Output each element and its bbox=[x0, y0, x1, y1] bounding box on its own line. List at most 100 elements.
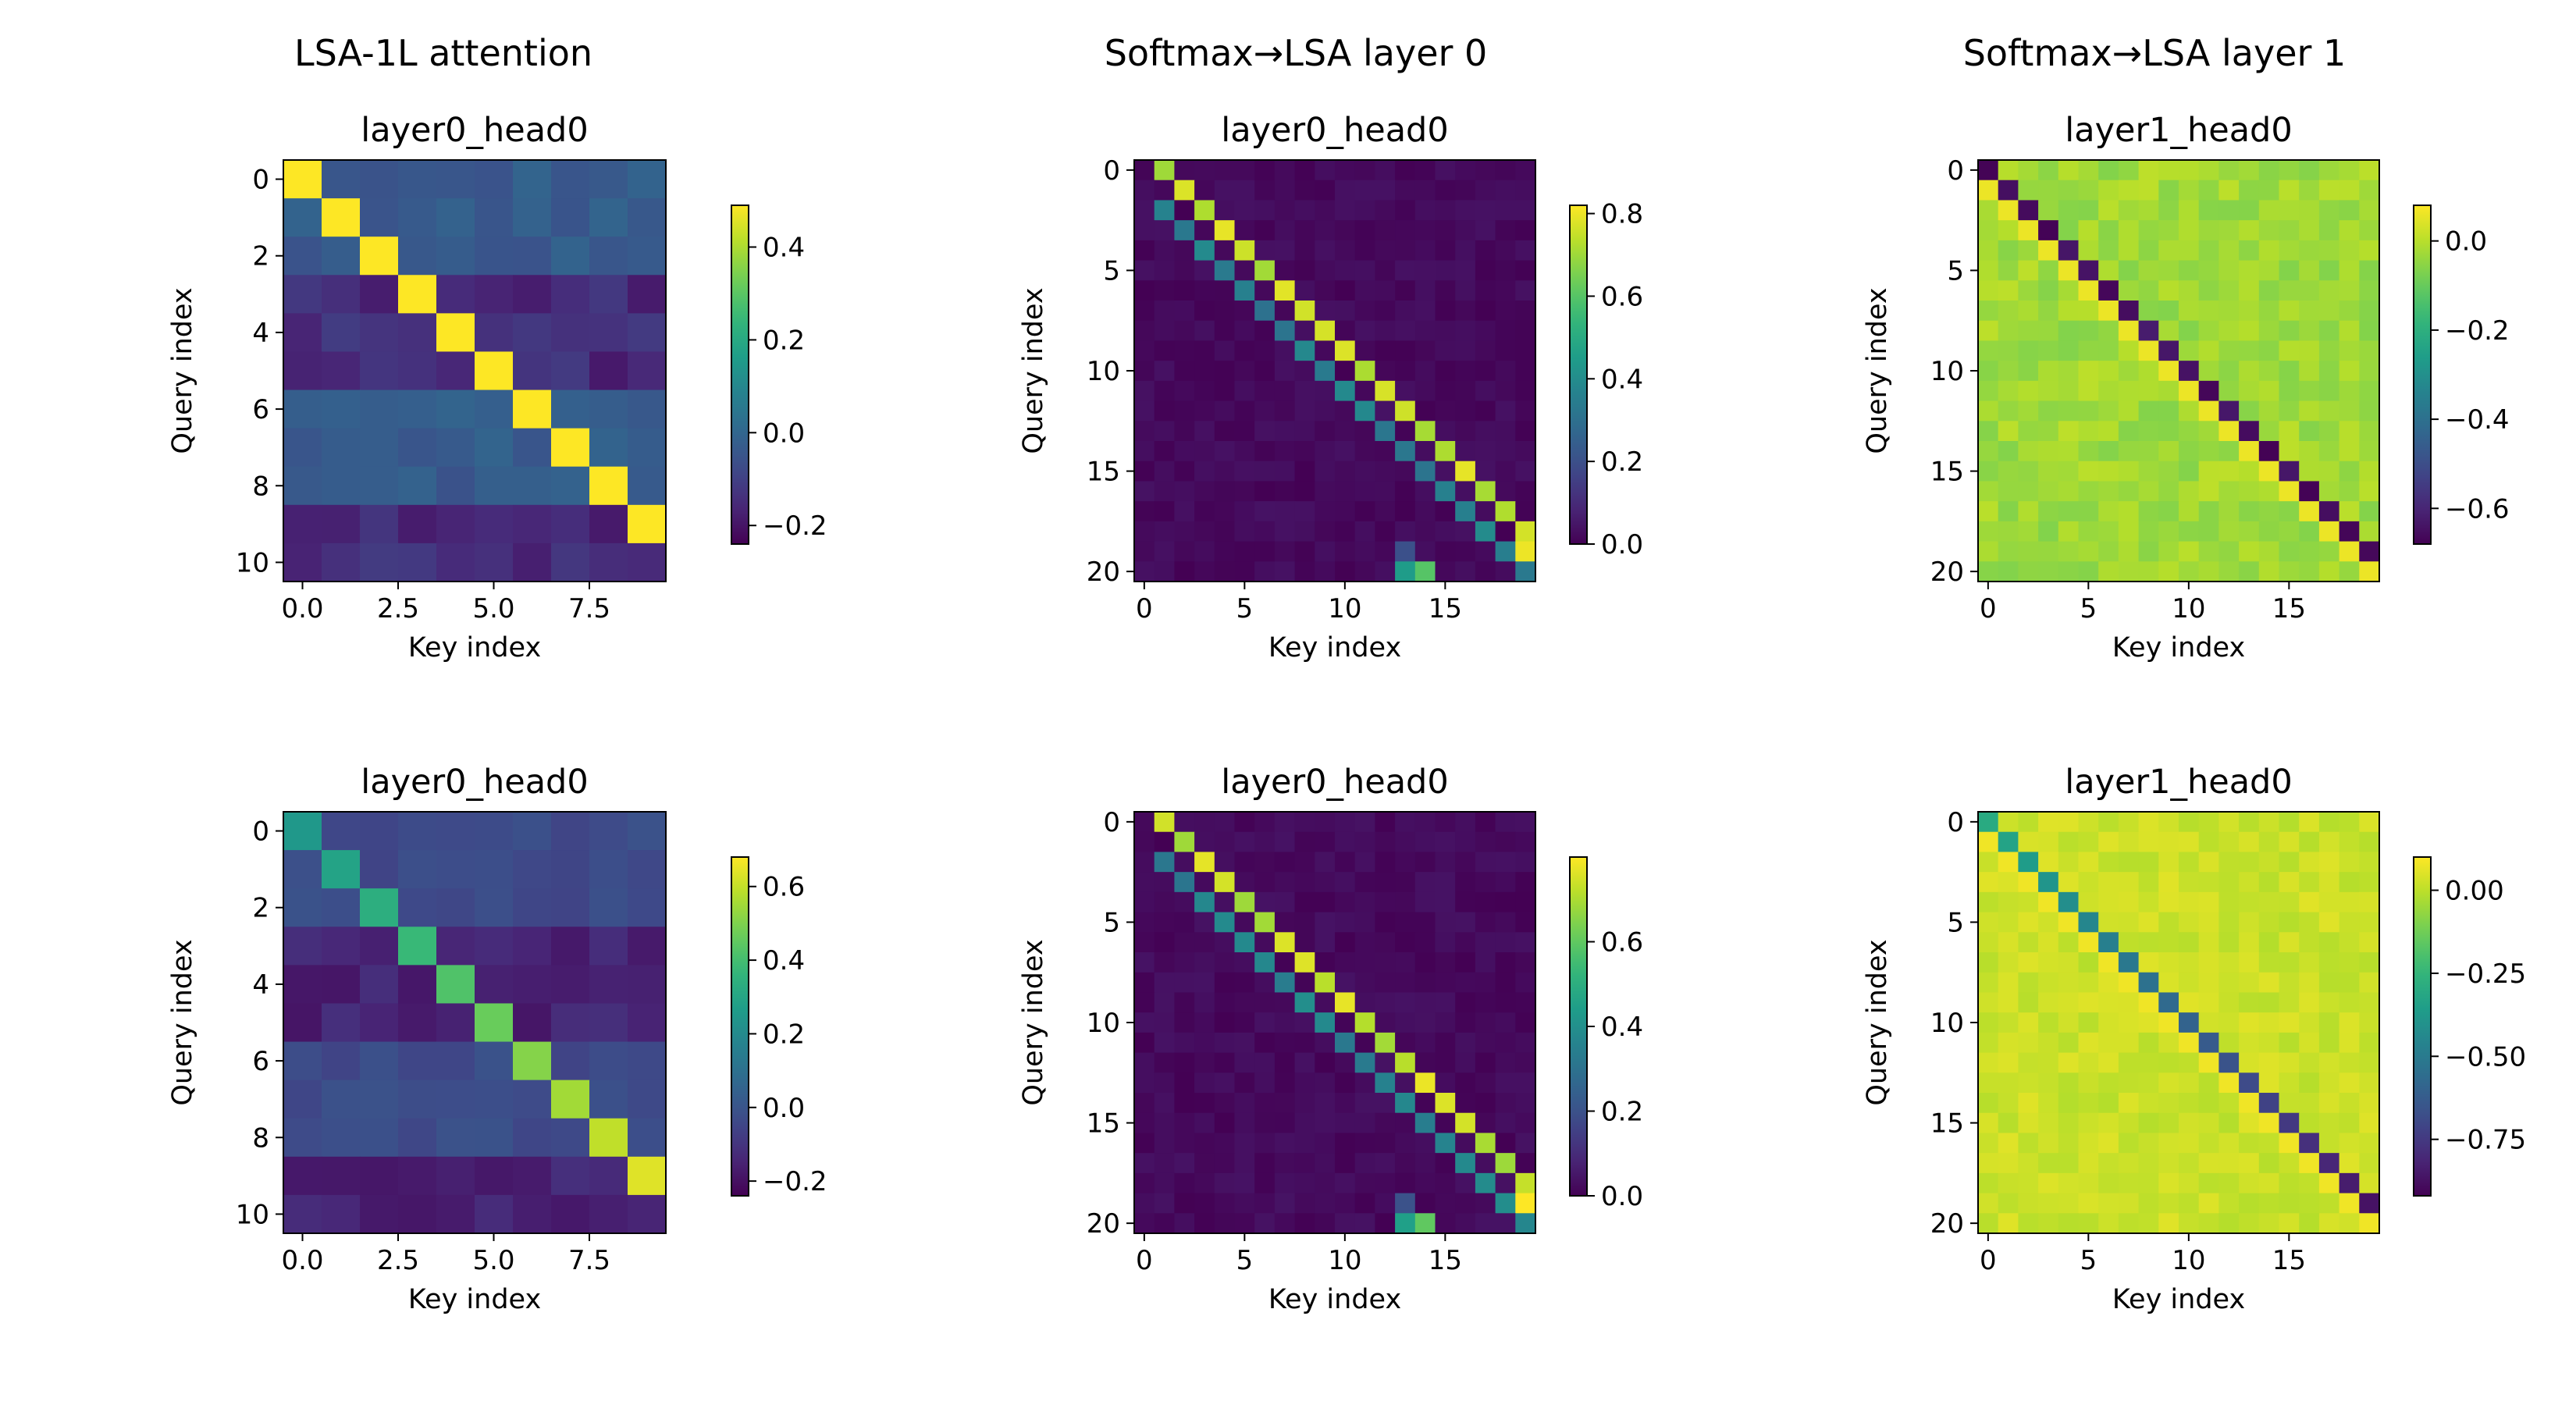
heatmap-cell bbox=[2299, 1032, 2320, 1054]
heatmap-cell bbox=[2279, 972, 2300, 994]
heatmap-cell bbox=[2098, 1012, 2119, 1033]
heatmap-cell bbox=[2078, 952, 2099, 973]
x-tick-label: 0 bbox=[1136, 593, 1153, 624]
heatmap-cell bbox=[1154, 340, 1175, 361]
heatmap-cell bbox=[475, 313, 514, 353]
heatmap-cell bbox=[1435, 972, 1456, 994]
heatmap-cell bbox=[1354, 992, 1375, 1013]
heatmap-cell bbox=[2078, 852, 2099, 873]
heatmap-cell bbox=[2098, 1153, 2119, 1174]
heatmap-cell bbox=[1234, 200, 1255, 221]
heatmap-cell bbox=[1335, 400, 1356, 422]
heatmap-cell bbox=[1254, 1172, 1276, 1194]
heatmap-cell bbox=[1174, 280, 1195, 301]
heatmap-cell bbox=[436, 1003, 475, 1043]
heatmap-cell bbox=[1978, 1112, 1999, 1134]
heatmap-cell bbox=[2038, 521, 2059, 542]
heatmap-cell bbox=[2198, 481, 2219, 502]
heatmap-cell bbox=[398, 850, 437, 889]
heatmap-cell bbox=[398, 1156, 437, 1196]
heatmap-cell bbox=[2198, 240, 2219, 261]
heatmap-cell bbox=[1154, 1093, 1175, 1114]
heatmap-cell bbox=[1134, 220, 1155, 241]
heatmap-cell bbox=[1435, 160, 1456, 181]
heatmap-cell bbox=[589, 1156, 628, 1196]
heatmap-cell bbox=[2318, 301, 2340, 322]
heatmap-cell bbox=[1495, 180, 1516, 201]
heatmap-cell bbox=[2018, 1133, 2039, 1154]
heatmap-cell bbox=[1375, 1213, 1396, 1234]
heatmap-cell bbox=[1194, 891, 1215, 913]
heatmap-cell bbox=[1978, 1172, 1999, 1194]
heatmap-cell bbox=[2198, 1072, 2219, 1094]
heatmap-cell bbox=[1515, 1032, 1536, 1054]
heatmap-cell bbox=[1214, 932, 1236, 953]
heatmap-cell bbox=[1998, 1012, 2019, 1033]
heatmap-cell bbox=[2258, 541, 2280, 562]
heatmap-cell bbox=[398, 389, 437, 429]
heatmap-cell bbox=[2078, 380, 2099, 402]
heatmap-cell bbox=[1455, 1213, 1476, 1234]
heatmap-cell bbox=[2318, 400, 2340, 422]
heatmap-cell bbox=[2239, 1112, 2260, 1134]
heatmap-cell bbox=[2038, 160, 2059, 181]
heatmap-cell bbox=[513, 888, 552, 927]
heatmap-cell bbox=[1315, 891, 1336, 913]
heatmap-cell bbox=[1978, 891, 1999, 913]
heatmap-cell bbox=[2118, 501, 2140, 522]
heatmap-cell bbox=[2359, 280, 2380, 301]
heatmap-cell bbox=[1998, 1172, 2019, 1194]
heatmap-cell bbox=[1978, 812, 1999, 833]
heatmap-cell bbox=[1174, 240, 1195, 261]
heatmap-cell bbox=[2299, 501, 2320, 522]
heatmap-cell bbox=[1495, 1153, 1516, 1174]
colorbar-tick-label: 0.4 bbox=[763, 233, 805, 264]
y-tick-label: 2 bbox=[252, 893, 269, 924]
heatmap-cell bbox=[2239, 180, 2260, 201]
heatmap-cell bbox=[1395, 1133, 1416, 1154]
heatmap-cell bbox=[1234, 421, 1255, 442]
heatmap-cell bbox=[2218, 160, 2240, 181]
heatmap-cell bbox=[1234, 912, 1255, 933]
heatmap-cell bbox=[1174, 1133, 1195, 1154]
heatmap-cell bbox=[2258, 1112, 2280, 1134]
heatmap-cell bbox=[2038, 400, 2059, 422]
heatmap-cell bbox=[2318, 220, 2340, 241]
x-axis-label: Key index bbox=[408, 632, 541, 663]
heatmap-cell bbox=[2339, 972, 2360, 994]
heatmap-cell bbox=[1515, 1213, 1536, 1234]
heatmap-cell bbox=[1154, 260, 1175, 281]
heatmap-cell bbox=[283, 927, 322, 966]
heatmap-cell bbox=[628, 275, 667, 314]
heatmap-cell bbox=[2198, 972, 2219, 994]
heatmap-cell bbox=[1154, 912, 1175, 933]
heatmap-cell bbox=[513, 1118, 552, 1158]
heatmap-cell bbox=[2359, 1052, 2380, 1073]
heatmap-cell bbox=[1315, 400, 1336, 422]
heatmap-cell bbox=[1515, 481, 1536, 502]
heatmap-cell bbox=[2058, 831, 2080, 853]
heatmap-cell bbox=[2058, 1012, 2080, 1033]
heatmap-cell bbox=[2279, 421, 2300, 442]
heatmap-cell bbox=[1395, 180, 1416, 201]
heatmap-cell bbox=[1475, 541, 1496, 562]
heatmap-cell bbox=[1254, 421, 1276, 442]
heatmap-cell bbox=[2038, 872, 2059, 893]
heatmap-cell bbox=[1154, 1153, 1175, 1174]
heatmap-cell bbox=[2179, 852, 2200, 873]
heatmap-cell bbox=[1375, 1093, 1396, 1114]
heatmap-cell bbox=[1998, 541, 2019, 562]
heatmap-cell bbox=[1134, 1193, 1155, 1214]
heatmap-cell bbox=[1978, 932, 1999, 953]
heatmap-cell bbox=[1515, 400, 1536, 422]
heatmap-cell bbox=[2239, 541, 2260, 562]
heatmap-cell bbox=[2118, 380, 2140, 402]
heatmap-cell bbox=[1998, 1052, 2019, 1073]
heatmap-cell bbox=[1315, 240, 1336, 261]
heatmap-cell bbox=[2239, 441, 2260, 462]
heatmap-cell bbox=[360, 428, 399, 468]
heatmap-cell bbox=[1254, 1213, 1276, 1234]
heatmap-cell bbox=[1214, 320, 1236, 342]
heatmap-cell bbox=[1214, 1093, 1236, 1114]
heatmap-cell bbox=[2118, 481, 2140, 502]
